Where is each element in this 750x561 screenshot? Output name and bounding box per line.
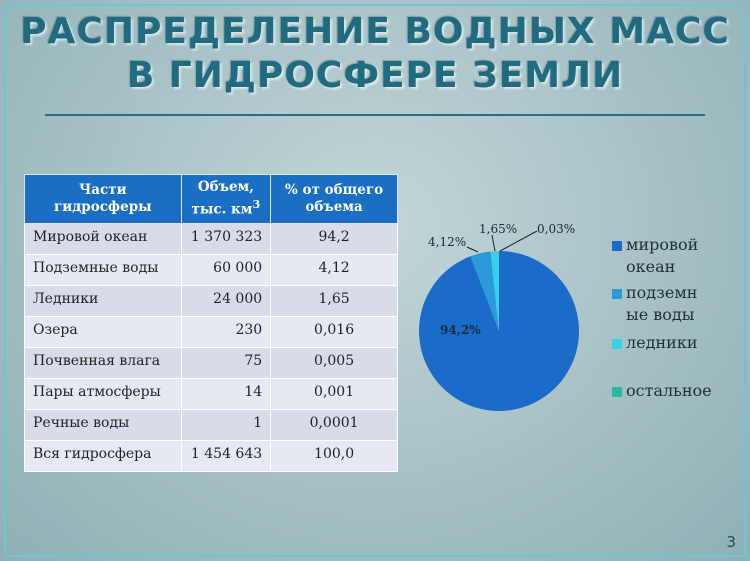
legend-swatch bbox=[612, 387, 622, 397]
legend-item: подземные воды bbox=[612, 282, 706, 332]
header-volume: Объем, тыс. км3 bbox=[180, 174, 272, 224]
cell-part: Почвенная влага bbox=[24, 346, 182, 379]
header-percent: % от общего объема bbox=[270, 174, 398, 224]
cell-volume: 1 370 323 bbox=[180, 222, 272, 255]
legend-label: мировой океан bbox=[626, 235, 699, 276]
legend-swatch bbox=[612, 339, 622, 349]
table-row: Озера 230 0,016 bbox=[24, 315, 398, 348]
table-header-row: Части гидросферы Объем, тыс. км3 % от об… bbox=[24, 174, 398, 224]
table-row: Пары атмосферы 14 0,001 bbox=[24, 377, 398, 410]
legend-swatch bbox=[612, 241, 622, 251]
cell-part: Речные воды bbox=[24, 408, 182, 441]
header-volume-sup: 3 bbox=[252, 197, 261, 211]
title-line-1: РАСПРЕДЕЛЕНИЕ ВОДНЫХ МАСС bbox=[20, 11, 730, 52]
cell-percent: 0,0001 bbox=[270, 408, 398, 441]
header-volume-text: Объем, тыс. км bbox=[191, 179, 254, 218]
cell-part: Ледники bbox=[24, 284, 182, 317]
table-row: Почвенная влага 75 0,005 bbox=[24, 346, 398, 379]
legend-label: подземные воды bbox=[626, 283, 698, 324]
table-row: Ледники 24 000 1,65 bbox=[24, 284, 398, 317]
legend-item: мировой океан bbox=[612, 234, 716, 282]
cell-part: Вся гидросфера bbox=[24, 439, 182, 472]
cell-part: Подземные воды bbox=[24, 253, 182, 286]
header-parts: Части гидросферы bbox=[24, 174, 182, 224]
legend-label: ледники bbox=[626, 333, 698, 352]
leader-line bbox=[491, 234, 496, 252]
hydrosphere-table: Части гидросферы Объем, тыс. км3 % от об… bbox=[24, 174, 398, 472]
data-label: 1,65% bbox=[479, 222, 518, 236]
cell-percent: 1,65 bbox=[270, 284, 398, 317]
legend-item: ледники bbox=[612, 332, 716, 380]
slide-frame bbox=[4, 4, 746, 557]
slide-title: РАСПРЕДЕЛЕНИЕ ВОДНЫХ МАСС В ГИДРОСФЕРЕ З… bbox=[0, 10, 750, 98]
table-row: Вся гидросфера 1 454 643 100,0 bbox=[24, 439, 398, 472]
cell-part: Мировой океан bbox=[24, 222, 182, 255]
pie-slice bbox=[470, 251, 499, 331]
leader-line bbox=[499, 230, 538, 252]
leader-line bbox=[466, 246, 479, 253]
pie-slice bbox=[490, 251, 499, 331]
cell-volume: 14 bbox=[180, 377, 272, 410]
cell-volume: 24 000 bbox=[180, 284, 272, 317]
table-row: Мировой океан 1 370 323 94,2 bbox=[24, 222, 398, 255]
cell-percent: 94,2 bbox=[270, 222, 398, 255]
title-divider bbox=[45, 114, 705, 116]
cell-percent: 0,016 bbox=[270, 315, 398, 348]
legend-swatch bbox=[612, 289, 622, 299]
legend-item: остальное bbox=[612, 380, 716, 402]
table-row: Подземные воды 60 000 4,12 bbox=[24, 253, 398, 286]
cell-percent: 100,0 bbox=[270, 439, 398, 472]
cell-percent: 0,001 bbox=[270, 377, 398, 410]
page-number: 3 bbox=[726, 533, 736, 551]
cell-percent: 0,005 bbox=[270, 346, 398, 379]
legend-label: остальное bbox=[626, 381, 712, 400]
cell-volume: 60 000 bbox=[180, 253, 272, 286]
data-label: 4,12% bbox=[428, 235, 467, 249]
cell-part: Пары атмосферы bbox=[24, 377, 182, 410]
data-label: 0,03% bbox=[537, 222, 576, 236]
cell-part: Озера bbox=[24, 315, 182, 348]
cell-volume: 75 bbox=[180, 346, 272, 379]
chart-legend: мировой океан подземные воды ледники ост… bbox=[612, 234, 716, 402]
title-line-2: В ГИДРОСФЕРЕ ЗЕМЛИ bbox=[126, 55, 624, 96]
data-label: 94,2% bbox=[440, 323, 481, 337]
cell-volume: 1 454 643 bbox=[180, 439, 272, 472]
